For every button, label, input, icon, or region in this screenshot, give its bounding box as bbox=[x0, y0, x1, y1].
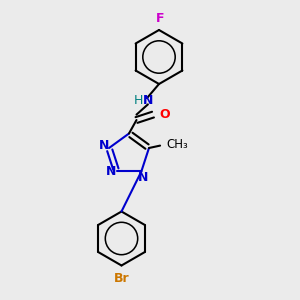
Text: Br: Br bbox=[114, 272, 129, 285]
Text: N: N bbox=[138, 171, 148, 184]
Text: N: N bbox=[98, 139, 109, 152]
Text: F: F bbox=[156, 12, 165, 25]
Text: CH₃: CH₃ bbox=[166, 138, 188, 151]
Text: N: N bbox=[143, 94, 153, 107]
Text: H: H bbox=[134, 94, 144, 107]
Text: O: O bbox=[160, 108, 170, 121]
Text: N: N bbox=[106, 165, 116, 178]
